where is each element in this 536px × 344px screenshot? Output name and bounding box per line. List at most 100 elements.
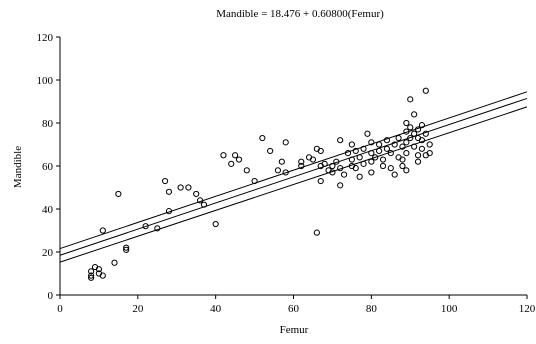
data-point [344,150,352,157]
data-point [337,182,344,189]
data-point [379,162,387,170]
data-point [232,152,239,159]
data-point [309,156,317,163]
data-point [352,147,359,155]
confidence-band-lower [59,106,528,263]
data-point [414,126,422,133]
data-point [379,156,387,163]
data-point [360,145,367,152]
data-point [298,162,305,170]
data-point [403,150,410,157]
data-point [165,188,173,195]
data-point [321,160,328,167]
data-point [403,139,410,146]
data-point [399,162,406,170]
confidence-band-upper [59,91,528,250]
y-tick-label: 80 [42,118,54,130]
data-point [267,147,274,155]
data-point [99,272,106,279]
data-point [197,197,204,204]
x-tick-label: 100 [441,303,458,315]
data-point [154,225,161,232]
y-tick-label: 40 [42,204,54,216]
x-axis-label: Femur [280,324,309,336]
data-point [376,141,383,148]
data-point [364,130,371,137]
data-point [95,266,103,273]
data-point [123,244,130,251]
data-point [142,223,149,230]
data-point [274,167,282,174]
data-point [317,177,324,185]
data-point [212,220,219,228]
data-point [123,246,130,253]
data-point [220,152,227,159]
data-point [414,158,422,165]
data-point [99,227,106,234]
y-axis-label: Mandible [12,146,24,188]
data-point [418,137,426,144]
data-point [337,137,344,144]
data-point [399,156,406,163]
data-point [360,160,367,167]
x-tick-label: 0 [57,303,63,315]
data-point [348,141,355,148]
data-point [411,130,418,137]
data-point [282,139,289,146]
data-point [185,184,192,191]
data-point [383,145,390,152]
data-points [88,87,433,281]
data-point [313,229,320,236]
data-point [333,158,340,165]
data-point [282,169,289,176]
data-point [387,165,394,172]
data-point [426,150,433,157]
data-point [235,156,243,163]
data-point [395,134,402,142]
data-point [368,158,375,165]
data-point [407,134,414,142]
data-point [115,190,122,198]
data-point [200,201,208,208]
x-tick-label: 60 [288,303,300,315]
data-point [356,154,363,161]
y-tick-label: 0 [48,290,54,302]
x-tick-label: 80 [366,303,378,315]
data-point [88,272,95,279]
data-point [259,134,266,142]
y-tick-label: 100 [37,75,54,87]
data-point [352,165,359,172]
data-point [372,154,379,161]
data-point [411,143,418,150]
data-point [418,122,426,129]
data-point [391,141,398,148]
data-point [329,169,336,176]
x-axis-ticks: 0 20 40 60 80 100 120 [57,295,536,315]
data-point [426,141,433,148]
data-point [391,171,398,178]
y-tick-label: 60 [42,161,54,173]
data-point [243,167,250,174]
chart-title: Mandible = 18.476 + 0.60800(Femur) [216,8,384,20]
data-point [161,177,169,185]
data-point [407,124,414,131]
data-point [422,130,429,137]
y-axis-ticks: 0 20 40 60 80 100 120 [37,32,60,302]
data-point [329,162,336,170]
data-point [356,173,363,180]
data-point [177,184,184,191]
data-point [228,160,235,167]
x-tick-label: 120 [519,303,536,315]
data-point [403,119,410,127]
data-point [340,171,348,178]
data-point [411,111,418,118]
data-point [251,177,258,185]
regression-lines [59,91,528,263]
data-point [399,143,406,150]
y-tick-label: 120 [37,32,54,44]
x-tick-label: 20 [132,303,144,315]
data-point [88,268,95,275]
data-point [387,150,394,157]
